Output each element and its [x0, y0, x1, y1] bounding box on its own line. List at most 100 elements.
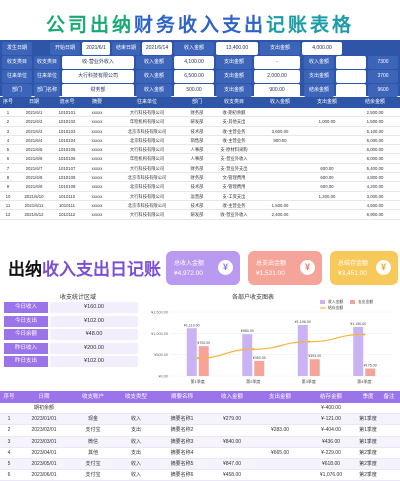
journal-cell — [0, 403, 18, 414]
journal-cell: 4 — [7, 449, 11, 456]
panel-value[interactable] — [336, 70, 366, 83]
panel-value[interactable]: 6,500.00 — [174, 70, 214, 83]
stat-row: 昨日支出 ¥102.00 — [2, 356, 140, 367]
journal-cell: 6 — [7, 472, 11, 479]
panel-value[interactable]: 大行科技有限公司 — [62, 70, 134, 83]
ledger-column-header: 往来单位 — [136, 99, 157, 105]
journal-column-header: 支出金额 — [268, 394, 291, 400]
panel-label: 收入金额 — [136, 56, 172, 69]
journal-cell: 收入 — [130, 472, 141, 479]
stat-row: 今日收入 ¥160.00 — [2, 302, 140, 313]
journal-cell: ¥665.00 — [270, 449, 290, 456]
ledger-column-header: 流水号 — [59, 99, 75, 105]
ledger-cell — [304, 108, 350, 117]
ledger-cell: 北京市科技有限公司 — [127, 175, 167, 181]
panel-value[interactable]: 900.00 — [254, 84, 300, 97]
legend-swatch — [320, 300, 325, 304]
ledger-cell: 研发部 — [190, 119, 204, 125]
ledger-column-header: 部门 — [191, 99, 202, 105]
balance-line — [197, 333, 365, 359]
legend-label: 收入金额 — [328, 299, 343, 304]
y-tick-label: ¥1,500.00 — [151, 311, 168, 315]
stats-title: 收支统计区域 — [60, 295, 97, 301]
ledger-cell: xxxxx — [91, 156, 103, 162]
panel-label: 支出金额 — [216, 84, 252, 97]
ledger-cell: 5,100.00 — [366, 128, 384, 134]
ledger-cell: xxxxx — [91, 110, 103, 115]
card-total-balance: 总结存金额 ¥3,451.00 ¥ — [330, 251, 398, 285]
panel-value[interactable] — [336, 56, 366, 69]
ledger-cell: xxxxx — [91, 212, 103, 218]
journal-column-header: 备注 — [383, 394, 395, 400]
ledger-cell: 600.00 — [320, 175, 334, 181]
journal-cell — [378, 448, 400, 459]
ledger-cell: 大行科技有限公司 — [129, 110, 165, 115]
ledger-cell: 2021/6/6 — [25, 156, 43, 162]
panel-value[interactable]: 4,100.00 — [174, 56, 214, 69]
panel-value[interactable]: 财务部 — [62, 84, 134, 97]
ledger-cell: 收-营业外收入 — [220, 212, 248, 218]
journal-cell — [378, 414, 400, 425]
ledger-cell: 6,900.00 — [366, 212, 384, 218]
ledger-cell: 3 — [6, 128, 10, 134]
journal-cell: 2023/01/01 — [31, 416, 57, 423]
ledger-cell: 年检机构有限公司 — [129, 119, 165, 125]
panel-label: 结束日期 — [112, 42, 140, 55]
chart-title: 各部户收支图表 — [232, 295, 275, 301]
panel-label: 支出金额 — [304, 70, 334, 83]
ledger-cell: 运营部 — [190, 193, 204, 199]
journal-cell — [256, 459, 304, 470]
income-data-label: ¥980.00 — [241, 329, 254, 333]
ledger-cell — [256, 182, 304, 191]
summary-panel: 发生日期 开始日期 2021/6/1 结束日期 2021/6/14 收入金额 13,400.… — [0, 40, 400, 97]
journal-cell: 支付宝 — [85, 472, 101, 479]
stat-label: 昨日收入 — [4, 342, 48, 354]
x-tick-label: 第2季度 — [246, 378, 260, 384]
panel-label: 9600 — [368, 84, 398, 97]
ledger-cell: 1 — [6, 110, 10, 115]
panel-value[interactable] — [336, 84, 366, 97]
panel-value[interactable]: 收-营业外收入 — [62, 56, 134, 69]
ledger-cell: 技术部 — [190, 184, 204, 190]
ledger-cell: 1,500.00 — [271, 202, 289, 208]
panel-value[interactable]: 13,400.00 — [216, 42, 258, 55]
panel-value[interactable]: 2,000.00 — [254, 70, 300, 83]
ledger-cell: 2021/6/12 — [24, 212, 44, 218]
ledger-row: 8 2021/6/8 1010108 xxxxx 北京市科技有限公司 财务部 文-管理费用 6… — [0, 173, 400, 183]
panel-value[interactable]: 500.00 — [174, 84, 214, 97]
journal-row: 1 2023/01/01 现金 收入 摘要名称1 ¥279.00 ¥-121.00 第1季度 — [0, 414, 400, 426]
panel-label: 收支类目 — [34, 56, 60, 69]
ledger-cell: 财务部 — [190, 165, 204, 171]
balance-point — [307, 340, 310, 343]
ledger-row: 7 2021/6/7 1010107 xxxxx 大行科技有限公司 财务部 支-营业外支出 6… — [0, 164, 400, 174]
income-bar — [242, 334, 253, 376]
ledger-cell: xxxxx — [91, 175, 103, 181]
journal-column-header: 序号 — [3, 394, 15, 400]
ledger-column-header: 日期 — [28, 99, 39, 105]
panel-value[interactable]: 4,000.00 — [302, 42, 342, 55]
ledger-cell: 11 — [5, 202, 11, 208]
panel-value[interactable]: - — [254, 56, 300, 69]
ledger-cell: 1010111 — [58, 202, 76, 208]
yen-icon: ¥ — [300, 260, 315, 275]
stat-row: 昨日收入 ¥200.00 — [2, 342, 140, 354]
journal-table: 序号 日期 收支账户 收支类型 摘要名称 收入金额 支出金额 结存金额 季度 备注 期初余额 ¥-4… — [0, 391, 400, 481]
ledger-cell: 12 — [5, 212, 11, 218]
ledger-cell: 600.00 — [320, 184, 334, 190]
expense-data-label: ¥700.00 — [197, 341, 210, 345]
ledger-cell: 财务部 — [190, 175, 204, 181]
journal-title-part-2: 收入支出日记账 — [42, 260, 161, 280]
expense-bar — [365, 368, 376, 376]
panel-value[interactable]: 2021/6/14 — [142, 42, 172, 55]
panel-label: 支出金额 — [216, 56, 252, 69]
journal-cell: 第2季度 — [359, 449, 377, 456]
journal-cell: 摘要名称4 — [170, 449, 194, 456]
legend-label: 结存金额 — [328, 305, 343, 310]
panel-value[interactable]: 2021/6/1 — [82, 42, 110, 55]
journal-cell: ¥618.00 — [321, 460, 341, 467]
journal-column-header: 收支账户 — [81, 394, 104, 400]
ledger-cell: 销售部 — [190, 137, 204, 143]
ledger-cell: 1010109 — [58, 184, 76, 190]
ledger-cell — [304, 201, 350, 210]
stat-row: 今日余额 ¥48.00 — [2, 329, 140, 340]
